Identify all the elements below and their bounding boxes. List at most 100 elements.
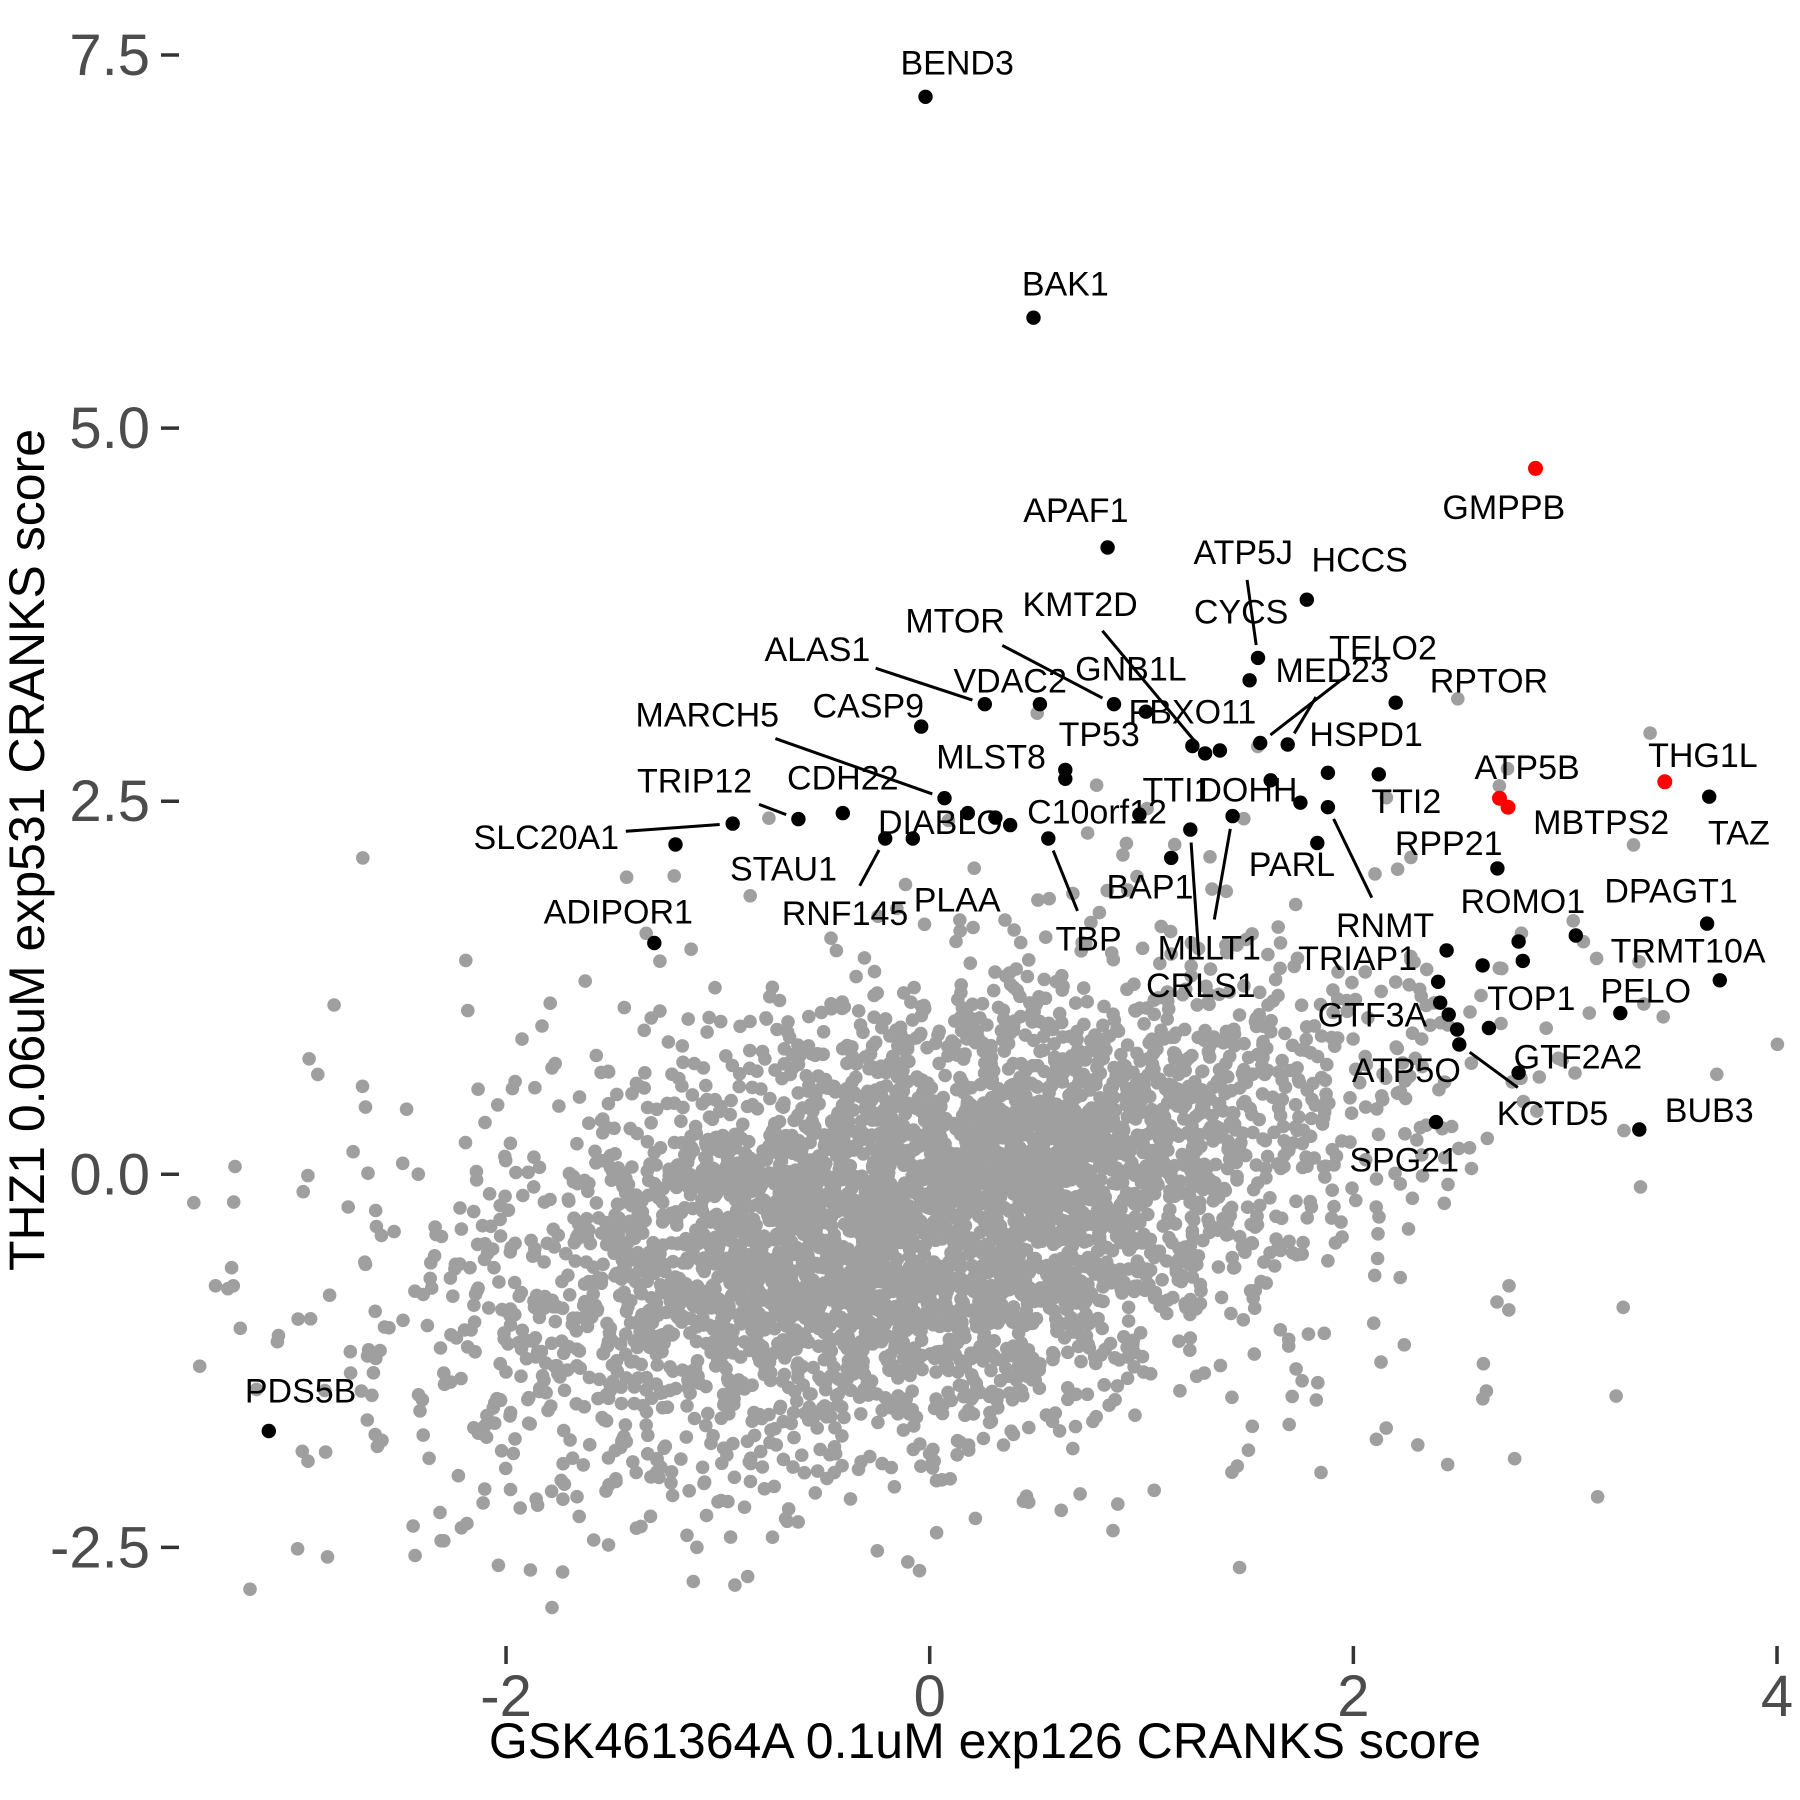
background-data-point	[934, 1130, 948, 1145]
background-data-point	[1252, 985, 1267, 1000]
background-data-point	[1156, 1159, 1171, 1173]
background-data-point	[408, 1548, 422, 1563]
background-data-point	[548, 1314, 563, 1329]
background-data-point	[794, 1307, 808, 1322]
background-data-point	[1438, 1150, 1452, 1165]
background-data-point	[949, 1082, 964, 1097]
background-data-point	[528, 1080, 542, 1095]
gene-point-DIABLO	[905, 831, 920, 846]
background-data-point	[988, 1109, 1002, 1123]
background-data-point	[1566, 914, 1580, 928]
background-data-point	[965, 1303, 980, 1317]
gene-point-DPAGT1	[1699, 916, 1715, 931]
background-data-point	[685, 1088, 700, 1102]
background-data-point	[708, 1282, 722, 1296]
background-data-point	[886, 1049, 900, 1064]
background-data-point	[948, 1037, 962, 1051]
background-data-point	[1002, 1309, 1016, 1323]
background-data-point	[808, 1088, 823, 1103]
gene-label-FBXO11: FBXO11	[1128, 694, 1256, 732]
background-data-point	[638, 1066, 652, 1080]
background-data-point	[1096, 1294, 1110, 1309]
background-data-point	[228, 1159, 242, 1174]
background-data-point	[604, 1226, 618, 1240]
background-data-point	[1110, 1165, 1124, 1180]
gene-point-GMPPB	[1528, 460, 1543, 476]
background-data-point	[490, 1098, 505, 1112]
background-data-point	[797, 1465, 812, 1480]
background-data-point	[666, 1327, 681, 1341]
background-data-point	[1407, 955, 1421, 969]
background-data-point	[733, 1019, 747, 1034]
background-data-point	[589, 1196, 604, 1210]
background-data-point	[709, 1130, 723, 1145]
background-data-point	[861, 1238, 876, 1252]
background-data-point	[644, 1305, 659, 1319]
gene-label-MLLT1: MLLT1	[1158, 930, 1261, 968]
background-data-point	[1265, 1090, 1280, 1104]
background-data-point	[1245, 927, 1259, 941]
background-data-point	[896, 986, 911, 1000]
background-data-point	[858, 1212, 872, 1227]
background-data-point	[1150, 1125, 1165, 1139]
background-data-point	[804, 1201, 819, 1215]
labeled-points-layer	[261, 89, 1728, 1439]
background-data-point	[1116, 1123, 1131, 1137]
background-data-point	[681, 1374, 696, 1388]
background-data-point	[1151, 991, 1166, 1005]
background-data-point	[1236, 1313, 1251, 1327]
background-data-point	[745, 1080, 759, 1095]
background-data-point	[434, 1533, 448, 1548]
background-data-point	[343, 1366, 358, 1380]
background-data-point	[686, 1574, 701, 1589]
background-data-point	[1237, 979, 1251, 993]
background-data-point	[699, 1418, 713, 1433]
background-data-point	[617, 1285, 631, 1300]
background-data-point	[320, 1550, 335, 1564]
background-data-point	[891, 1038, 905, 1053]
background-data-point	[897, 1348, 912, 1362]
background-data-point	[356, 851, 370, 865]
background-data-point	[556, 1492, 570, 1506]
background-data-point	[1183, 1195, 1197, 1209]
gene-label-GTF3A: GTF3A	[1318, 997, 1428, 1035]
background-data-point	[1045, 1345, 1060, 1360]
background-data-point	[1111, 1497, 1125, 1511]
background-data-point	[478, 1237, 492, 1251]
background-data-point	[541, 1403, 555, 1418]
background-data-point	[1268, 972, 1283, 987]
background-data-point	[998, 913, 1012, 927]
background-data-point	[810, 1464, 825, 1478]
gene-point-GNB1L	[1138, 704, 1154, 719]
background-data-point	[1010, 1209, 1025, 1223]
background-data-point	[723, 1530, 738, 1544]
background-data-point	[1632, 954, 1646, 969]
background-data-point	[1283, 1063, 1297, 1078]
background-data-point	[1326, 1005, 1340, 1020]
background-data-point	[787, 1338, 801, 1352]
background-data-point	[865, 1188, 880, 1202]
background-data-point	[935, 1406, 950, 1421]
gene-label-ATP5B: ATP5B	[1475, 749, 1580, 787]
background-data-point	[1110, 1139, 1125, 1153]
background-data-point	[887, 1480, 902, 1494]
background-data-point	[972, 1138, 987, 1152]
background-data-point	[738, 1186, 752, 1200]
background-data-point	[935, 1232, 949, 1246]
background-data-point	[526, 1180, 541, 1194]
gene-point-PARL	[1310, 835, 1325, 851]
background-data-point	[717, 1346, 731, 1361]
background-data-point	[1303, 1129, 1318, 1144]
background-data-point	[631, 1245, 645, 1260]
background-data-point	[635, 1205, 650, 1219]
background-data-point	[984, 1038, 998, 1053]
background-data-point	[354, 1384, 369, 1398]
background-data-point	[420, 1318, 435, 1333]
background-data-point	[954, 1292, 968, 1306]
background-data-point	[1167, 1030, 1182, 1044]
y-tick-label: 0.0	[69, 1142, 150, 1207]
background-data-point	[1044, 1079, 1059, 1094]
background-data-point	[1013, 1347, 1028, 1361]
background-data-point	[632, 1264, 646, 1278]
background-data-point	[1240, 1200, 1255, 1214]
